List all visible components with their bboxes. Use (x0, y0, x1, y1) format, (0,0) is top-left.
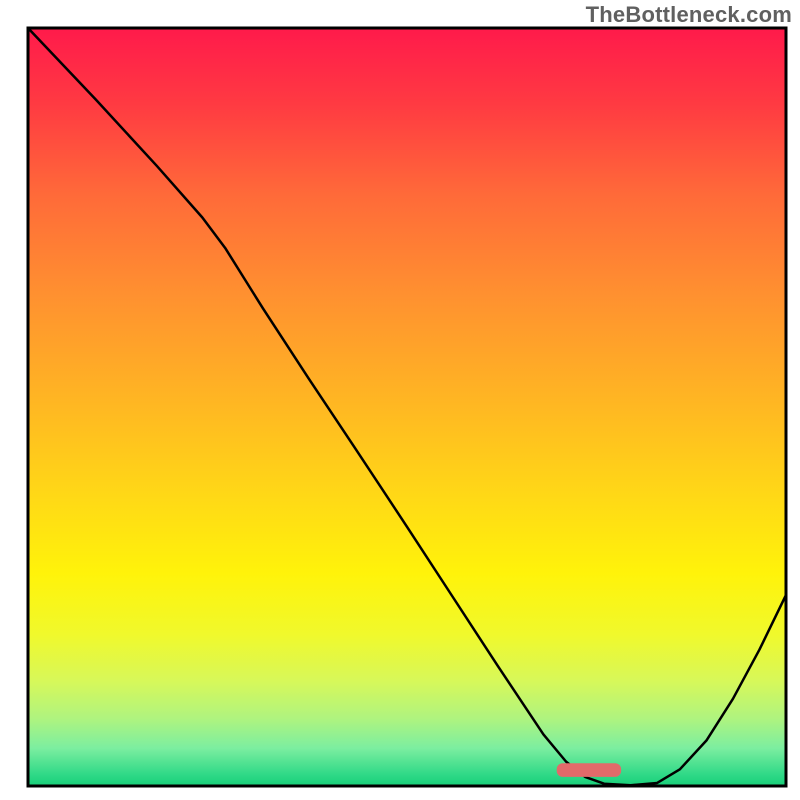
gradient-background (28, 28, 786, 786)
figure-root: TheBottleneck.com (0, 0, 800, 800)
watermark-text: TheBottleneck.com (586, 2, 792, 28)
bottleneck-chart (0, 0, 800, 800)
optimal-range-marker (557, 763, 621, 777)
